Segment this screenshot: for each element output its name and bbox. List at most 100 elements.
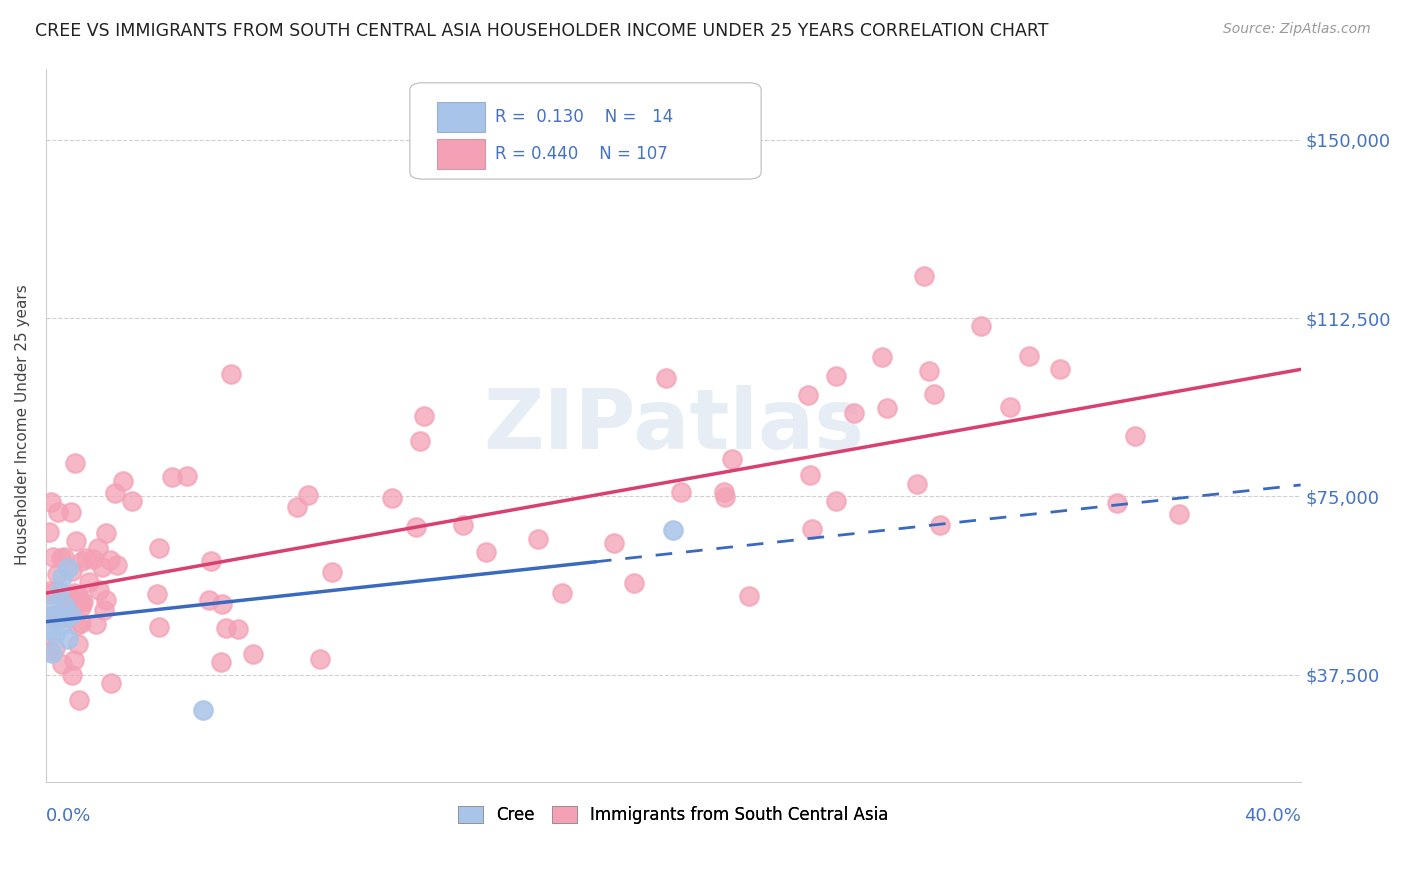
Point <box>870 350 893 364</box>
Point <box>914 269 936 284</box>
Point <box>60 668 83 682</box>
Point <box>65 618 87 632</box>
Point <box>49 610 72 624</box>
Text: Source: ZipAtlas.com: Source: ZipAtlas.com <box>1223 22 1371 37</box>
Point <box>46 607 69 622</box>
FancyBboxPatch shape <box>409 83 761 179</box>
Point <box>669 485 692 500</box>
Point <box>60 505 83 519</box>
Point <box>104 486 127 500</box>
Point <box>55 592 77 607</box>
Point <box>87 541 110 555</box>
Point <box>39 494 62 508</box>
Point <box>46 504 69 518</box>
Point <box>721 452 744 467</box>
Point <box>69 615 91 630</box>
Point <box>801 522 824 536</box>
Point <box>796 387 818 401</box>
Point <box>623 576 645 591</box>
Legend: Cree, Immigrants from South Central Asia: Cree, Immigrants from South Central Asia <box>451 799 896 830</box>
Point <box>56 560 79 574</box>
Point <box>60 608 83 623</box>
Point <box>56 591 79 605</box>
Point <box>105 558 128 572</box>
Point <box>1123 429 1146 443</box>
Point <box>998 401 1021 415</box>
Point <box>51 550 73 565</box>
Text: 40.0%: 40.0% <box>1244 807 1301 825</box>
Text: ZIPatlas: ZIPatlas <box>482 384 863 466</box>
Point <box>603 535 626 549</box>
Point <box>93 602 115 616</box>
Point <box>41 550 63 565</box>
Point <box>91 560 114 574</box>
Point <box>918 363 941 377</box>
Point <box>405 519 427 533</box>
Point <box>876 401 898 416</box>
Point <box>69 594 91 608</box>
Point <box>219 367 242 381</box>
Point <box>38 609 60 624</box>
Point <box>70 599 93 614</box>
Point <box>714 491 737 505</box>
Point <box>191 703 214 717</box>
Point <box>56 632 79 646</box>
Point <box>825 494 848 508</box>
Point <box>970 319 993 334</box>
Point <box>72 554 94 568</box>
Point <box>100 675 122 690</box>
Point <box>121 494 143 508</box>
Point <box>200 554 222 568</box>
Point <box>41 646 63 660</box>
Point <box>381 491 404 506</box>
Point <box>52 550 75 565</box>
Point <box>738 589 761 603</box>
Point <box>72 595 94 609</box>
Point <box>146 587 169 601</box>
Point <box>1168 507 1191 521</box>
Text: R = 0.440    N = 107: R = 0.440 N = 107 <box>495 145 668 163</box>
FancyBboxPatch shape <box>437 139 485 169</box>
Point <box>66 637 89 651</box>
Point <box>48 584 70 599</box>
Point <box>662 523 685 537</box>
Point <box>111 474 134 488</box>
Point <box>63 456 86 470</box>
Point <box>38 623 60 637</box>
Point <box>58 609 80 624</box>
Point <box>44 608 66 623</box>
Point <box>799 468 821 483</box>
Point <box>45 567 67 582</box>
Point <box>451 518 474 533</box>
Point <box>77 574 100 589</box>
Point <box>409 434 432 448</box>
Point <box>63 653 86 667</box>
Point <box>94 526 117 541</box>
Point <box>44 640 66 655</box>
Point <box>44 627 66 641</box>
Point <box>1049 361 1071 376</box>
Point <box>148 541 170 555</box>
Point <box>844 406 866 420</box>
Point <box>211 597 233 611</box>
Text: 0.0%: 0.0% <box>46 807 91 825</box>
Point <box>160 470 183 484</box>
Point <box>924 387 946 401</box>
Point <box>713 484 735 499</box>
Point <box>98 553 121 567</box>
Point <box>82 552 104 566</box>
Point <box>86 617 108 632</box>
Point <box>56 599 79 613</box>
Point <box>654 371 676 385</box>
Point <box>475 545 498 559</box>
Point <box>51 657 73 672</box>
Point <box>242 647 264 661</box>
Point <box>38 584 60 599</box>
Point <box>56 605 79 619</box>
Point <box>1018 349 1040 363</box>
Point <box>53 599 76 613</box>
Point <box>67 693 90 707</box>
Point <box>209 655 232 669</box>
Point <box>65 534 87 549</box>
Point <box>176 469 198 483</box>
